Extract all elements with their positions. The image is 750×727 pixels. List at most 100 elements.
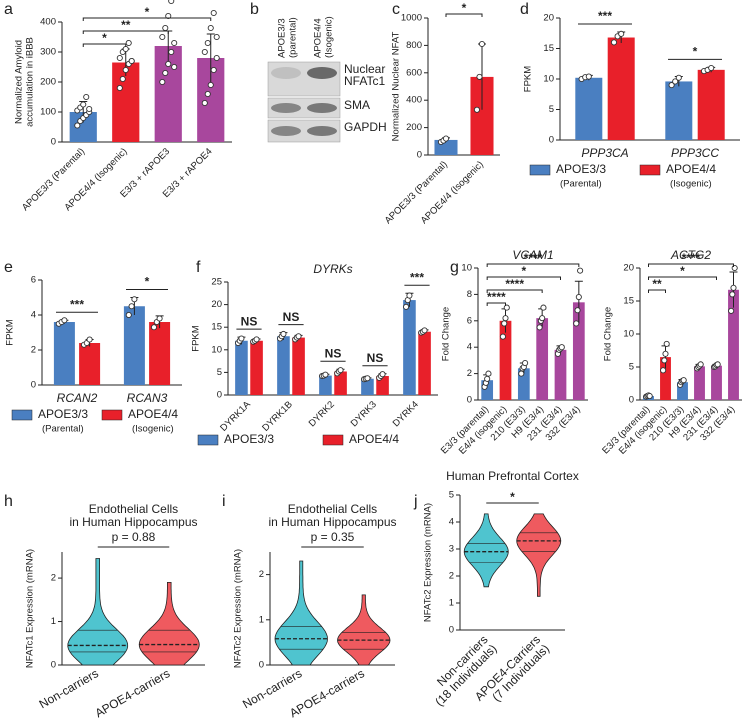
bar bbox=[149, 322, 171, 385]
blot-band bbox=[307, 126, 337, 136]
bar bbox=[334, 371, 347, 395]
data-point bbox=[484, 375, 491, 382]
y-axis-label: FPKM bbox=[523, 66, 534, 92]
data-point bbox=[150, 324, 158, 331]
y-tick-label: 4 bbox=[449, 517, 454, 528]
significance-label: **** bbox=[505, 277, 524, 291]
x-tick-label: DYRK1B bbox=[260, 399, 295, 434]
significance-label: * bbox=[102, 31, 107, 45]
blot-band bbox=[307, 103, 337, 113]
y-axis-label: NFATc2 Expression (mRNA) bbox=[423, 503, 434, 622]
legend-label: APOE4/4 bbox=[128, 407, 178, 421]
y-tick-label: 0 bbox=[629, 395, 634, 406]
data-point bbox=[171, 39, 178, 47]
data-point bbox=[116, 54, 123, 62]
y-tick-label: 6 bbox=[467, 315, 472, 326]
data-point bbox=[675, 74, 682, 81]
y-tick-label: 5 bbox=[629, 362, 634, 373]
y-axis-label: Normalized Amyloid bbox=[14, 40, 25, 124]
y-tick-label: 0 bbox=[51, 137, 56, 148]
y-tick-label: 20 bbox=[623, 263, 634, 274]
annotation: p = 0.88 bbox=[112, 530, 156, 544]
data-point bbox=[119, 75, 126, 83]
y-tick-label: 20 bbox=[543, 13, 554, 24]
bar bbox=[79, 343, 101, 385]
data-point bbox=[697, 361, 704, 368]
panel-label: c bbox=[392, 1, 400, 18]
y-tick-label: 0 bbox=[449, 625, 454, 636]
blot-band bbox=[271, 126, 301, 136]
bar bbox=[319, 375, 332, 395]
data-point bbox=[503, 304, 510, 311]
data-point bbox=[116, 84, 123, 92]
bar bbox=[694, 366, 705, 400]
x-tick-label: DYRK3 bbox=[349, 399, 379, 429]
y-tick-label: 6 bbox=[31, 275, 36, 286]
chart-title: Human Prefrontal Cortex bbox=[446, 469, 579, 483]
data-point bbox=[618, 30, 625, 37]
legend-swatch bbox=[11, 409, 33, 421]
significance-label: * bbox=[521, 264, 526, 278]
legend-swatch bbox=[322, 434, 344, 446]
data-point bbox=[421, 327, 428, 334]
y-tick-label: 15 bbox=[211, 322, 222, 333]
legend-swatch bbox=[101, 409, 123, 421]
data-point bbox=[662, 350, 669, 357]
x-tick-label: APOE3/3 (Parental) bbox=[383, 159, 450, 226]
data-point bbox=[728, 307, 735, 314]
data-point bbox=[122, 66, 129, 74]
data-point bbox=[125, 39, 132, 47]
significance-label: NS bbox=[325, 346, 342, 360]
data-point bbox=[577, 267, 584, 274]
violin bbox=[67, 558, 129, 666]
bar bbox=[697, 69, 725, 140]
bar bbox=[470, 76, 494, 155]
panel-label: h bbox=[4, 493, 13, 510]
significance-label: * bbox=[145, 275, 150, 289]
data-point bbox=[207, 81, 214, 89]
data-point bbox=[128, 303, 135, 310]
y-tick-label: 0 bbox=[549, 135, 554, 146]
data-point bbox=[171, 63, 178, 71]
significance-label: ** bbox=[121, 18, 131, 32]
y-tick-label: 10 bbox=[461, 263, 472, 274]
x-tick-label: DYRK2 bbox=[307, 399, 337, 429]
x-tick-label: PPP3CA bbox=[581, 146, 628, 160]
lane-label: (parental) bbox=[288, 17, 299, 58]
significance-bracket bbox=[82, 17, 212, 21]
y-tick-label: 10 bbox=[623, 329, 634, 340]
data-point bbox=[660, 367, 667, 374]
bar bbox=[711, 365, 722, 400]
y-tick-label: 2 bbox=[51, 573, 56, 584]
y-tick-label: 0 bbox=[259, 660, 264, 671]
y-tick-label: 1 bbox=[449, 598, 454, 609]
significance-bracket bbox=[486, 302, 506, 306]
significance-label: * bbox=[462, 1, 467, 15]
significance-bracket bbox=[648, 276, 717, 280]
y-tick-label: 15 bbox=[623, 296, 634, 307]
significance-label: **** bbox=[682, 251, 701, 265]
violin bbox=[138, 582, 200, 666]
data-point bbox=[253, 336, 260, 343]
data-point bbox=[406, 292, 413, 299]
y-axis-label: Fold Change bbox=[603, 307, 614, 361]
y-tick-label: 20 bbox=[211, 299, 222, 310]
bar bbox=[481, 380, 494, 400]
data-point bbox=[729, 291, 736, 298]
data-point bbox=[204, 90, 211, 98]
y-tick-label: 400 bbox=[40, 17, 56, 28]
data-point bbox=[485, 370, 492, 377]
chart-title: VCAM1 bbox=[512, 248, 553, 262]
y-axis-label: FPKM bbox=[191, 325, 202, 351]
data-point bbox=[80, 101, 87, 108]
y-tick-label: 400 bbox=[406, 95, 422, 106]
blot-band bbox=[271, 103, 301, 113]
data-point bbox=[213, 54, 220, 62]
data-point bbox=[574, 307, 581, 314]
significance-label: * bbox=[680, 264, 685, 278]
error-bar bbox=[206, 33, 215, 82]
data-point bbox=[213, 33, 220, 41]
blot-band bbox=[271, 67, 301, 79]
data-point bbox=[61, 317, 68, 324]
bar bbox=[123, 306, 145, 385]
